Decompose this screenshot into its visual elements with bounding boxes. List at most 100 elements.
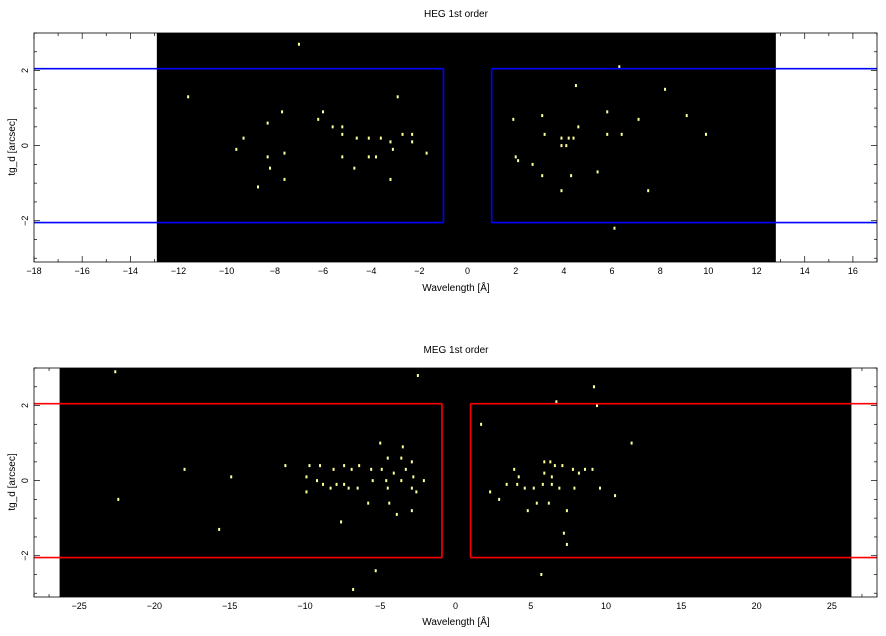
event-point [332,467,335,471]
event-point [592,385,595,389]
event-point [370,467,373,471]
x-tick-label: −18 [26,266,41,276]
event-point [664,87,667,91]
event-point [560,136,563,140]
extraction-region [34,402,443,559]
event-point [565,144,568,148]
y-tick-label: 2 [20,68,30,73]
event-point [599,486,602,490]
event-point [331,125,334,129]
event-point [308,464,311,468]
event-point [410,509,413,513]
x-tick-label: 20 [752,601,762,611]
event-point [371,479,374,483]
y-tick-label: 2 [20,403,30,408]
x-tick-label: 14 [800,266,810,276]
event-point [380,467,383,471]
y-tick-label: −2 [20,216,30,226]
event-point [543,471,546,475]
event-point [350,467,353,471]
event-point [352,587,355,591]
x-tick-label: −8 [270,266,280,276]
event-point [400,479,403,483]
x-tick-label: 0 [453,601,458,611]
y-tick-label: 0 [20,143,30,148]
event-point [704,132,707,136]
event-point [283,177,286,181]
event-point [358,464,361,468]
event-point [553,464,556,468]
event-point [375,155,378,159]
event-point [550,475,553,479]
event-point [560,189,563,193]
event-point [540,572,543,576]
event-point [562,531,565,535]
x-tick-label: −14 [123,266,138,276]
event-point [343,482,346,486]
event-point [523,486,526,490]
event-point [647,189,650,193]
event-point [341,125,344,129]
event-point [114,370,117,374]
event-point [685,114,688,118]
event-point [572,136,575,140]
chart-title: HEG 1st order [424,9,489,20]
event-point [401,445,404,449]
event-point [340,520,343,524]
y-axis-label: tg_d [arcsec] [7,118,18,175]
event-point [577,471,580,475]
x-tick-label: 0 [465,266,470,276]
event-point [353,166,356,170]
plot-area: −18 −16 −14 −12 −10 −8 −6 −4 −2 0 2 4 6 8 10 12 14 16 −2 0 2 [20,32,878,276]
event-point [319,464,322,468]
event-point [517,159,520,163]
event-point [269,166,272,170]
x-tick-label: 10 [703,266,713,276]
event-point [386,456,389,460]
event-point [561,464,564,468]
event-point [591,467,594,471]
event-point [386,486,389,490]
event-point [266,121,269,125]
event-point [389,177,392,181]
event-point [242,136,245,140]
event-point [555,400,558,404]
event-point [613,226,616,230]
meg-panel: MEG 1st order −25 −20 −15 −10 −5 0 5 10 15 20 25−2… [7,345,878,628]
event-point [517,475,520,479]
event-point [583,467,586,471]
event-point [565,542,568,546]
event-point [183,467,186,471]
event-point [577,125,580,129]
event-point [512,117,515,121]
extraction-region [469,402,877,559]
event-point [322,482,325,486]
event-point [391,147,394,151]
event-point [596,404,599,408]
event-point [526,509,529,513]
event-point [541,114,544,118]
x-tick-label: −6 [318,266,328,276]
event-point [341,155,344,159]
event-point [489,490,492,494]
extraction-region [34,67,445,224]
event-point [281,110,284,114]
event-point [531,162,534,166]
event-point [505,482,508,486]
event-point [498,497,501,501]
event-point [560,144,563,148]
event-point [355,136,358,140]
x-tick-label: −10 [297,601,312,611]
x-tick-label: −2 [414,266,424,276]
event-point [230,475,233,479]
event-point [389,140,392,144]
detector-coverage [156,33,776,262]
event-point [329,486,332,490]
event-point [374,569,377,573]
event-point [347,486,350,490]
event-point [614,494,617,498]
extraction-region [490,67,877,224]
x-tick-label: −5 [375,601,385,611]
event-point [410,486,413,490]
event-point [532,486,535,490]
